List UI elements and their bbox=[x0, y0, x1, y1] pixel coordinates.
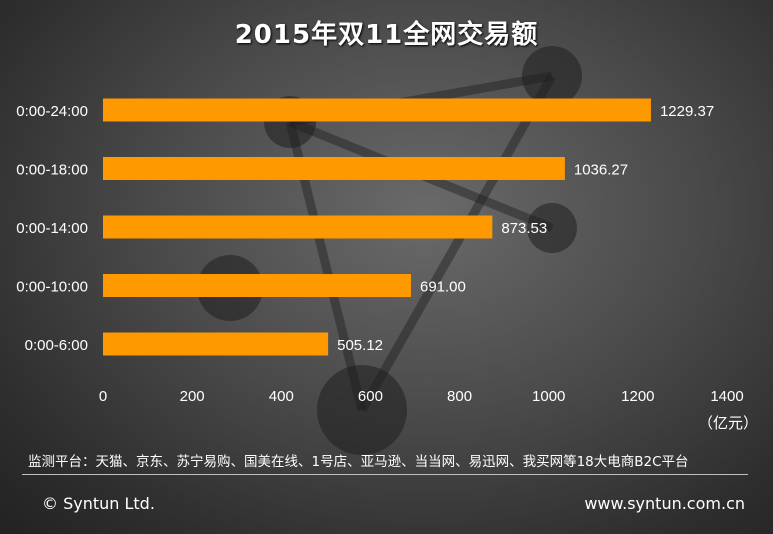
bar-0 bbox=[103, 98, 651, 122]
category-label: 0:00-14:00 bbox=[16, 220, 88, 237]
bar-3 bbox=[103, 274, 411, 297]
x-tick-label: 1000 bbox=[532, 388, 565, 405]
bar-value-label: 873.53 bbox=[501, 220, 547, 237]
x-tick-label: 400 bbox=[269, 388, 294, 405]
category-label: 0:00-24:00 bbox=[16, 103, 88, 120]
bar-1 bbox=[103, 157, 565, 180]
bar-value-label: 691.00 bbox=[420, 279, 466, 296]
divider bbox=[22, 474, 748, 475]
bar-value-label: 505.12 bbox=[337, 337, 383, 354]
axis-unit-label: （亿元） bbox=[698, 414, 759, 432]
bar-2 bbox=[103, 215, 493, 239]
category-label: 0:00-6:00 bbox=[25, 337, 88, 354]
category-label: 0:00-18:00 bbox=[16, 162, 88, 179]
x-tick-label: 1200 bbox=[621, 388, 654, 405]
x-tick-label: 1400 bbox=[710, 388, 743, 405]
axis-layer: 0:00-24:00 0:00-18:00 0:00-14:00 0:00-10:00… bbox=[16, 103, 743, 405]
labels-layer: 1229.37 1036.27 873.53 691.00 505.12 bbox=[337, 103, 714, 354]
chart-title: 2015年双11全网交易额 bbox=[234, 20, 539, 50]
x-tick-label: 800 bbox=[447, 388, 472, 405]
copyright: © Syntun Ltd. bbox=[42, 494, 155, 513]
category-label: 0:00-10:00 bbox=[16, 279, 88, 296]
x-tick-label: 600 bbox=[358, 388, 383, 405]
bar-4 bbox=[103, 332, 329, 356]
bar-value-label: 1036.27 bbox=[574, 162, 628, 179]
bars-layer bbox=[103, 98, 651, 356]
footnote: 监测平台：天猫、京东、苏宁易购、国美在线、1号店、亚马逊、当当网、易迅网、我买网… bbox=[28, 454, 689, 470]
website-link[interactable]: www.syntun.com.cn bbox=[584, 494, 745, 513]
x-tick-label: 0 bbox=[99, 388, 107, 405]
x-tick-label: 200 bbox=[180, 388, 205, 405]
bar-value-label: 1229.37 bbox=[660, 103, 714, 120]
